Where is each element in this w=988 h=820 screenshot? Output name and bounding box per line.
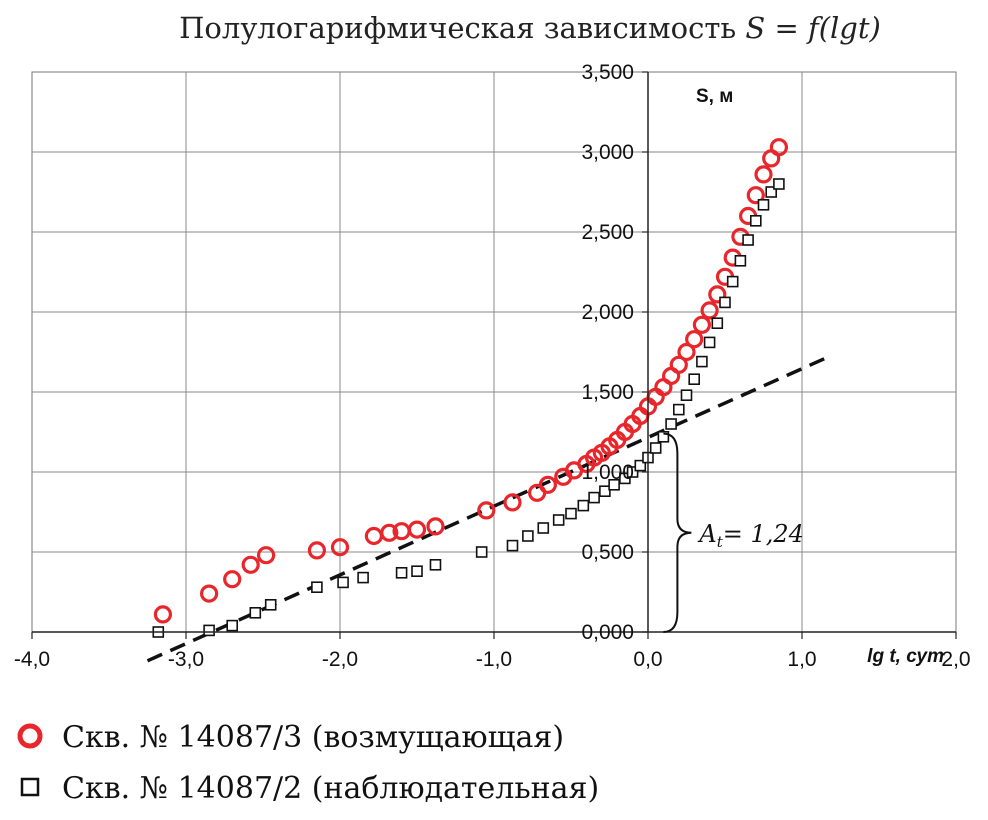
series-2-point [552, 514, 565, 526]
legend-marker-circle-icon [17, 723, 43, 749]
axes [31, 71, 957, 639]
x-tick-label: -4,0 [14, 648, 50, 671]
series-2-point [703, 336, 716, 349]
series-1-point [364, 526, 383, 546]
series-2-point [734, 255, 747, 267]
y-tick-label: 3,500 [581, 61, 634, 84]
series-2-point [249, 606, 262, 619]
series-1-point [426, 517, 445, 536]
series-1-point [307, 541, 326, 560]
series-1-point [380, 523, 399, 542]
series-2-point [599, 485, 611, 498]
series-2-point [719, 296, 731, 309]
series-1-point [330, 538, 350, 557]
series-2-point [634, 459, 647, 472]
chart-title-prefix: Полулогарифмическая зависимость [179, 11, 745, 45]
x-tick-label: -2,0 [322, 648, 358, 671]
series-1-point [677, 342, 696, 362]
series-2-point [665, 418, 677, 430]
series-2-point [411, 565, 423, 578]
series-1-point [692, 315, 712, 334]
series-2-point [357, 571, 369, 584]
series-2-point [588, 491, 600, 504]
series-1-point [153, 605, 172, 624]
series-2-point [565, 507, 577, 520]
series-2-point [577, 499, 590, 512]
series-2-point [226, 619, 238, 632]
y-tick-label: 3,000 [581, 141, 634, 164]
legend-label: Скв. № 14087/2 (наблюдательная) [62, 771, 599, 806]
series-2-point [203, 624, 215, 637]
series-2-point [619, 472, 631, 485]
series-1-point [685, 330, 704, 349]
series-1-point [223, 570, 242, 589]
y-axis-label: S, м [696, 86, 733, 107]
legend-marker-square-icon [20, 777, 40, 797]
series-1-point [746, 186, 765, 205]
series-1-point [708, 285, 727, 304]
chart-title: Полулогарифмическая зависимость S = f(lg… [179, 11, 881, 45]
series-1-point [477, 501, 496, 520]
series-2-point [395, 566, 408, 579]
series-2-point [680, 389, 693, 402]
series-2-point [475, 546, 488, 558]
series-1-point [256, 546, 276, 565]
series-2-point [773, 178, 785, 190]
series-2-point [711, 317, 724, 330]
x-axis-label: lg t, сут [867, 646, 944, 667]
series-1-point [669, 355, 688, 374]
series-2-point [688, 373, 701, 386]
series-1-point [754, 165, 773, 184]
series-2-point [649, 442, 662, 454]
y-tick-label: 2,000 [581, 301, 634, 324]
trend-line-group [146, 356, 826, 663]
grid [31, 71, 957, 633]
series-2-point [672, 403, 685, 416]
annotation-group: At= 1,24 [663, 432, 804, 633]
series-2-point [749, 215, 762, 227]
tick-labels: -4,0 -3,0 -2,0 -1,0 0,0 1,0 2,0 0,000 0,500 1,000… [14, 61, 971, 671]
series-1-point [769, 138, 789, 157]
series-2-point [626, 466, 639, 478]
x-tick-label: 0,0 [633, 648, 662, 671]
legend: Скв. № 14087/3 (возмущающая) Скв. № 14087… [17, 720, 599, 806]
series-2-point [696, 355, 708, 368]
series-2-point [506, 539, 519, 552]
series-2-point [522, 530, 534, 542]
y-tick-label: 1,000 [581, 461, 634, 484]
series-2-point [726, 275, 739, 288]
series-1-point [200, 584, 219, 603]
y-tick-label: 0,000 [581, 621, 634, 644]
x-tick-label: -1,0 [476, 648, 512, 671]
series-1-point [241, 555, 260, 574]
series-2-point [264, 598, 277, 611]
legend-label: Скв. № 14087/3 (возмущающая) [62, 720, 564, 755]
chart-title-formula: S = f(lgt) [745, 11, 880, 45]
x-tick-label: -3,0 [168, 648, 204, 671]
series-2-point [429, 558, 442, 571]
series-1-point [700, 301, 719, 320]
x-tick-label: 1,0 [787, 648, 816, 671]
series-2-point [337, 576, 349, 589]
series-2-point [742, 234, 754, 246]
y-tick-label: 1,500 [581, 381, 634, 404]
y-tick-label: 0,500 [581, 541, 634, 564]
annotation-brace [663, 432, 692, 633]
series-1-point [407, 520, 427, 539]
series-2-point [311, 581, 323, 594]
series-1-point [538, 475, 558, 494]
series-2-point [537, 522, 550, 534]
series-2-point [765, 186, 778, 198]
series-2-point [757, 199, 770, 211]
trend-line [146, 356, 826, 663]
series-group [152, 138, 789, 638]
y-tick-label: 2,500 [581, 221, 634, 244]
annotation-label: At= 1,24 [697, 520, 804, 551]
series-2-point [657, 430, 670, 443]
series-2-point [608, 478, 620, 491]
x-tick-label: 2,0 [941, 648, 970, 671]
series-1-point [503, 493, 522, 512]
